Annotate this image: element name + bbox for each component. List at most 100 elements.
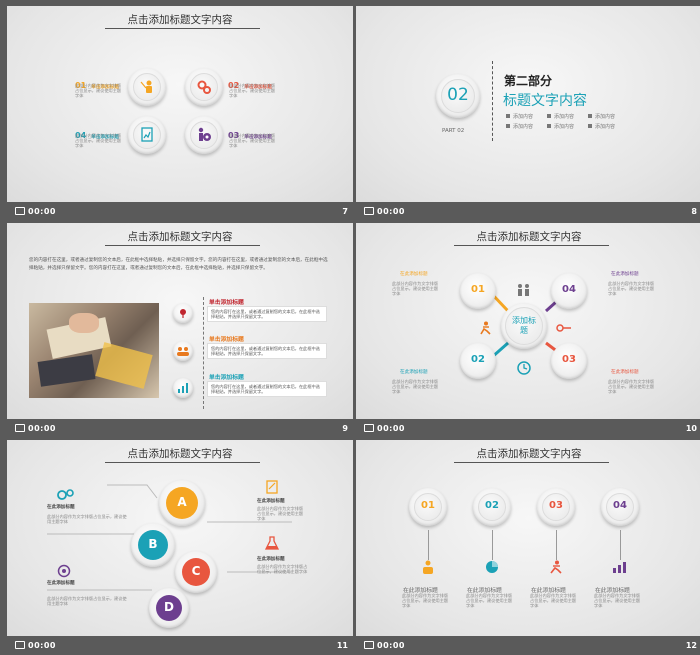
label-04: 在此添加标题 xyxy=(611,272,639,277)
letter-circle-b: B xyxy=(131,523,175,567)
letter-circle-d: D xyxy=(149,588,189,628)
gears-icon xyxy=(197,80,211,94)
desc-a: 此部分内容作为文字排版占位显示，建议使用主题字体 xyxy=(47,514,127,525)
item-body-2: 您的内容打在这里，或者通过复制您的文本后，在此框中选择粘贴，并选择只保留文字。 xyxy=(207,343,327,360)
step-circle-03: 03 xyxy=(551,343,587,379)
step-line-1 xyxy=(428,530,429,560)
item-desc-02: 此部分内容作为文字排版占位显示，建议使用主题字体 xyxy=(229,83,276,99)
item-icon-circle-3 xyxy=(173,378,193,398)
slide-thumbnail-7[interactable]: 点击添加标题文字内容 01 单击添加标题 此部分内容作为文字排版占位显示，建议使… xyxy=(7,6,353,221)
label-d: 在此添加标题 xyxy=(47,581,75,586)
divider xyxy=(492,61,493,141)
flask-icon xyxy=(265,536,279,550)
section-number-circle: 02 xyxy=(436,74,480,118)
slide-canvas: 点击添加标题文字内容 A B C D 在此添加标题 xyxy=(7,440,353,636)
desc-d: 此部分内容作为文字排版占位显示，建议使用主题字体 xyxy=(47,596,127,607)
people-icon xyxy=(518,284,529,296)
slide-canvas: 点击添加标题文字内容 添加标题 01 04 02 03 在此添加标题 此部 xyxy=(356,223,700,419)
slide-timing: 00:00 xyxy=(15,207,56,216)
slide-title: 点击添加标题文字内容 xyxy=(127,231,233,243)
step-circle-01: 01 xyxy=(460,273,496,309)
slide-canvas: 点击添加标题文字内容 您的内容打在这里，或者通过复制您的文本后，在此框中选择粘贴… xyxy=(7,223,353,419)
letter-circle-c: C xyxy=(175,551,217,593)
intro-paragraph: 您的内容打在这里，或者通过复制您的文本后，在此框中选择粘贴，并选择只保留文字。您… xyxy=(29,258,328,271)
step-circle-01: 01 xyxy=(409,488,447,526)
slide-number: 8 xyxy=(691,207,697,216)
step-desc-4: 此部分内容作为文字排版占位显示，建议使用主题字体 xyxy=(594,593,641,609)
step-circle-02: 02 xyxy=(473,488,511,526)
bar-chart-icon xyxy=(613,562,626,573)
slide-number: 12 xyxy=(685,641,697,650)
timer-icon xyxy=(364,424,374,432)
slide-footer: 00:00 12 xyxy=(356,636,700,655)
column-divider xyxy=(203,297,204,409)
slide-number: 10 xyxy=(685,424,697,433)
slide-thumbnail-8[interactable]: 02 PART 02 第二部分 标题文字内容 添加内容 添加内容 添加内容 添加内容… xyxy=(356,6,700,221)
item-desc-01: 此部分内容作为文字排版占位显示，建议使用主题字体 xyxy=(75,83,122,99)
slide-number: 7 xyxy=(342,207,348,216)
label-c: 在此添加标题 xyxy=(257,557,285,562)
person-icon xyxy=(423,560,433,574)
step-desc-2: 此部分内容作为文字排版占位显示，建议使用主题字体 xyxy=(466,593,513,609)
step-circle-03: 03 xyxy=(537,488,575,526)
connector-lines xyxy=(47,484,292,591)
slide-thumbnail-9[interactable]: 点击添加标题文字内容 您的内容打在这里，或者通过复制您的文本后，在此框中选择粘贴… xyxy=(7,223,353,438)
gears-icon xyxy=(57,489,74,500)
title-underline xyxy=(454,245,609,246)
item-label-03: 03 单击添加标题 xyxy=(228,131,272,140)
slide-thumbnail-12[interactable]: 点击添加标题文字内容 01 在此添加标题 此部分内容作为文字排版占位显示，建议使… xyxy=(356,440,700,655)
slide-timing: 00:00 xyxy=(364,424,405,433)
letter-circle-a: A xyxy=(159,480,205,526)
slide-footer: 00:00 11 xyxy=(7,636,353,655)
timer-icon xyxy=(15,641,25,649)
runner-icon xyxy=(550,560,562,574)
slide-thumbnail-10[interactable]: 点击添加标题文字内容 添加标题 01 04 02 03 在此添加标题 此部 xyxy=(356,223,700,438)
label-01: 在此添加标题 xyxy=(400,272,428,277)
label-b: 在此添加标题 xyxy=(257,499,285,504)
item-circle-04 xyxy=(128,116,166,154)
item-heading-1: 单击添加标题 xyxy=(209,300,244,306)
desc-04: 此部分内容作为文字排版占位显示，建议使用主题字体 xyxy=(608,281,655,297)
step-label-2: 在此添加标题 xyxy=(467,588,502,594)
timer-icon xyxy=(15,207,25,215)
step-circle-02: 02 xyxy=(460,343,496,379)
slide-timing: 00:00 xyxy=(15,424,56,433)
item-body-3: 您的内容打在这里，或者通过复制您的文本后，在此框中选择粘贴，并选择只保留文字。 xyxy=(207,381,327,398)
title-underline xyxy=(105,462,260,463)
person-target-icon xyxy=(198,127,211,141)
label-03: 在此添加标题 xyxy=(611,370,639,375)
step-line-2 xyxy=(492,530,493,560)
timer-icon xyxy=(364,207,374,215)
slide-footer: 00:00 7 xyxy=(7,202,353,221)
slide-canvas: 点击添加标题文字内容 01 在此添加标题 此部分内容作为文字排版占位显示，建议使… xyxy=(356,440,700,636)
label-a: 在此添加标题 xyxy=(47,505,75,510)
title-underline xyxy=(105,245,260,246)
pie-icon xyxy=(486,561,498,573)
timer-icon xyxy=(364,641,374,649)
item-heading-2: 单击添加标题 xyxy=(209,337,244,343)
item-label-04: 04 单击添加标题 xyxy=(75,131,119,140)
desc-c: 此部分内容作为文字排版占位显示，建议使用主题字体 xyxy=(257,564,308,575)
title-underline xyxy=(454,462,609,463)
step-label-1: 在此添加标题 xyxy=(403,588,438,594)
part-label: PART 02 xyxy=(442,128,465,134)
title-underline xyxy=(105,28,260,29)
office-photo xyxy=(29,303,159,398)
desc-03: 此部分内容作为文字排版占位显示，建议使用主题字体 xyxy=(608,379,655,395)
slide-timing: 00:00 xyxy=(364,207,405,216)
team-icon xyxy=(177,347,189,356)
desc-02: 此部分内容作为文字排版占位显示，建议使用主题字体 xyxy=(392,379,439,395)
slide-canvas: 点击添加标题文字内容 01 单击添加标题 此部分内容作为文字排版占位显示，建议使… xyxy=(7,6,353,202)
bullet-list: 添加内容 添加内容 添加内容 添加内容 添加内容 添加内容 xyxy=(506,112,615,132)
center-circle: 添加标题 xyxy=(501,303,547,349)
step-desc-1: 此部分内容作为文字排版占位显示，建议使用主题字体 xyxy=(402,593,449,609)
step-label-3: 在此添加标题 xyxy=(531,588,566,594)
document-chart-icon xyxy=(141,127,153,142)
slide-number: 11 xyxy=(336,641,348,650)
slide-thumbnail-11[interactable]: 点击添加标题文字内容 A B C D 在此添加标题 xyxy=(7,440,353,655)
step-line-3 xyxy=(556,530,557,560)
item-circle-02 xyxy=(185,68,223,106)
slide-title: 点击添加标题文字内容 xyxy=(476,448,582,460)
desc-01: 此部分内容作为文字排版占位显示，建议使用主题字体 xyxy=(392,281,439,297)
slide-title: 点击添加标题文字内容 xyxy=(476,231,582,243)
